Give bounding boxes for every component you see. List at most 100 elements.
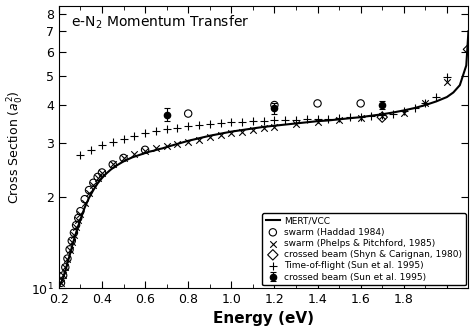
Time-of-flight (Sun et al. 1995) — [357, 115, 365, 120]
swarm (Phelps & Pitchford, 1985) — [62, 265, 69, 270]
swarm (Phelps & Pitchford, 1985) — [206, 135, 213, 140]
swarm (Phelps & Pitchford, 1985) — [271, 124, 278, 129]
swarm (Haddad 1984) — [68, 238, 75, 243]
swarm (Phelps & Pitchford, 1985) — [400, 111, 408, 116]
swarm (Phelps & Pitchford, 1985) — [335, 117, 343, 123]
Time-of-flight (Sun et al. 1995) — [217, 121, 224, 126]
MERT/VCC — [64, 261, 70, 265]
Time-of-flight (Sun et al. 1995) — [368, 114, 375, 119]
Time-of-flight (Sun et al. 1995) — [206, 121, 213, 126]
MERT/VCC — [56, 284, 62, 288]
swarm (Haddad 1984) — [94, 174, 101, 180]
swarm (Phelps & Pitchford, 1985) — [195, 137, 203, 142]
swarm (Phelps & Pitchford, 1985) — [94, 175, 101, 181]
swarm (Phelps & Pitchford, 1985) — [260, 126, 267, 131]
swarm (Phelps & Pitchford, 1985) — [70, 232, 78, 237]
Time-of-flight (Sun et al. 1995) — [292, 117, 300, 123]
Time-of-flight (Sun et al. 1995) — [432, 94, 440, 100]
swarm (Phelps & Pitchford, 1985) — [249, 127, 256, 133]
swarm (Haddad 1984) — [141, 147, 149, 152]
Time-of-flight (Sun et al. 1995) — [195, 122, 203, 127]
swarm (Haddad 1984) — [64, 256, 71, 261]
MERT/VCC — [125, 157, 131, 161]
swarm (Haddad 1984) — [59, 273, 67, 278]
swarm (Haddad 1984) — [74, 215, 82, 221]
swarm (Phelps & Pitchford, 1985) — [314, 119, 321, 124]
swarm (Phelps & Pitchford, 1985) — [228, 130, 235, 136]
swarm (Phelps & Pitchford, 1985) — [68, 239, 75, 244]
swarm (Haddad 1984) — [66, 247, 73, 252]
Time-of-flight (Sun et al. 1995) — [325, 116, 332, 121]
Time-of-flight (Sun et al. 1995) — [389, 111, 397, 116]
Time-of-flight (Sun et al. 1995) — [109, 139, 117, 144]
Time-of-flight (Sun et al. 1995) — [271, 118, 278, 123]
swarm (Phelps & Pitchford, 1985) — [81, 200, 89, 205]
MERT/VCC — [444, 95, 450, 99]
Legend: MERT/VCC, swarm (Haddad 1984), swarm (Phelps & Pitchford, 1985), crossed beam (S: MERT/VCC, swarm (Haddad 1984), swarm (Ph… — [263, 213, 466, 285]
swarm (Haddad 1984) — [73, 222, 80, 228]
Time-of-flight (Sun et al. 1995) — [152, 128, 160, 134]
swarm (Haddad 1984) — [357, 101, 365, 106]
MERT/VCC — [75, 224, 81, 228]
Time-of-flight (Sun et al. 1995) — [282, 118, 289, 123]
swarm (Phelps & Pitchford, 1985) — [378, 113, 386, 118]
swarm (Phelps & Pitchford, 1985) — [163, 143, 171, 149]
Line: MERT/VCC: MERT/VCC — [59, 31, 468, 286]
Time-of-flight (Sun et al. 1995) — [249, 119, 256, 124]
Time-of-flight (Sun et al. 1995) — [163, 126, 171, 132]
swarm (Phelps & Pitchford, 1985) — [184, 139, 192, 144]
swarm (Haddad 1984) — [77, 208, 84, 214]
swarm (Haddad 1984) — [271, 102, 278, 108]
swarm (Haddad 1984) — [109, 162, 117, 167]
swarm (Phelps & Pitchford, 1985) — [443, 80, 451, 85]
swarm (Phelps & Pitchford, 1985) — [130, 151, 138, 156]
swarm (Haddad 1984) — [81, 197, 89, 202]
swarm (Phelps & Pitchford, 1985) — [109, 162, 117, 167]
swarm (Phelps & Pitchford, 1985) — [73, 224, 80, 229]
swarm (Phelps & Pitchford, 1985) — [74, 218, 82, 223]
swarm (Phelps & Pitchford, 1985) — [57, 280, 65, 286]
Time-of-flight (Sun et al. 1995) — [400, 109, 408, 114]
swarm (Haddad 1984) — [85, 188, 93, 193]
Time-of-flight (Sun et al. 1995) — [335, 116, 343, 121]
Time-of-flight (Sun et al. 1995) — [238, 119, 246, 124]
Time-of-flight (Sun et al. 1995) — [184, 124, 192, 129]
swarm (Phelps & Pitchford, 1985) — [217, 133, 224, 138]
Time-of-flight (Sun et al. 1995) — [141, 130, 149, 136]
swarm (Phelps & Pitchford, 1985) — [141, 148, 149, 153]
Time-of-flight (Sun et al. 1995) — [378, 113, 386, 118]
Time-of-flight (Sun et al. 1995) — [77, 152, 84, 157]
swarm (Haddad 1984) — [62, 265, 69, 270]
Time-of-flight (Sun et al. 1995) — [314, 116, 321, 122]
Time-of-flight (Sun et al. 1995) — [120, 136, 128, 141]
swarm (Phelps & Pitchford, 1985) — [98, 170, 106, 176]
MERT/VCC — [315, 119, 320, 123]
swarm (Phelps & Pitchford, 1985) — [238, 129, 246, 134]
swarm (Haddad 1984) — [314, 101, 321, 106]
swarm (Phelps & Pitchford, 1985) — [120, 155, 128, 161]
swarm (Phelps & Pitchford, 1985) — [421, 101, 429, 106]
swarm (Phelps & Pitchford, 1985) — [66, 248, 73, 253]
Time-of-flight (Sun et al. 1995) — [443, 74, 451, 80]
MERT/VCC — [138, 152, 144, 156]
swarm (Phelps & Pitchford, 1985) — [59, 273, 67, 278]
swarm (Haddad 1984) — [120, 155, 128, 161]
Time-of-flight (Sun et al. 1995) — [346, 115, 354, 120]
swarm (Phelps & Pitchford, 1985) — [292, 122, 300, 127]
swarm (Haddad 1984) — [70, 230, 78, 235]
crossed beam (Shyn & Carignan, 1980) — [378, 115, 386, 120]
Time-of-flight (Sun et al. 1995) — [173, 125, 181, 130]
swarm (Phelps & Pitchford, 1985) — [85, 190, 93, 195]
swarm (Haddad 1984) — [184, 111, 192, 116]
Time-of-flight (Sun et al. 1995) — [130, 133, 138, 138]
swarm (Haddad 1984) — [98, 170, 106, 175]
swarm (Phelps & Pitchford, 1985) — [173, 141, 181, 146]
Time-of-flight (Sun et al. 1995) — [228, 120, 235, 125]
Text: e-N$_2$ Momentum Transfer: e-N$_2$ Momentum Transfer — [71, 14, 249, 32]
swarm (Phelps & Pitchford, 1985) — [357, 115, 365, 121]
MERT/VCC — [465, 29, 471, 33]
Time-of-flight (Sun et al. 1995) — [87, 147, 95, 152]
crossed beam (Shyn & Carignan, 1980) — [465, 47, 472, 52]
swarm (Phelps & Pitchford, 1985) — [77, 211, 84, 217]
Time-of-flight (Sun et al. 1995) — [421, 101, 429, 106]
